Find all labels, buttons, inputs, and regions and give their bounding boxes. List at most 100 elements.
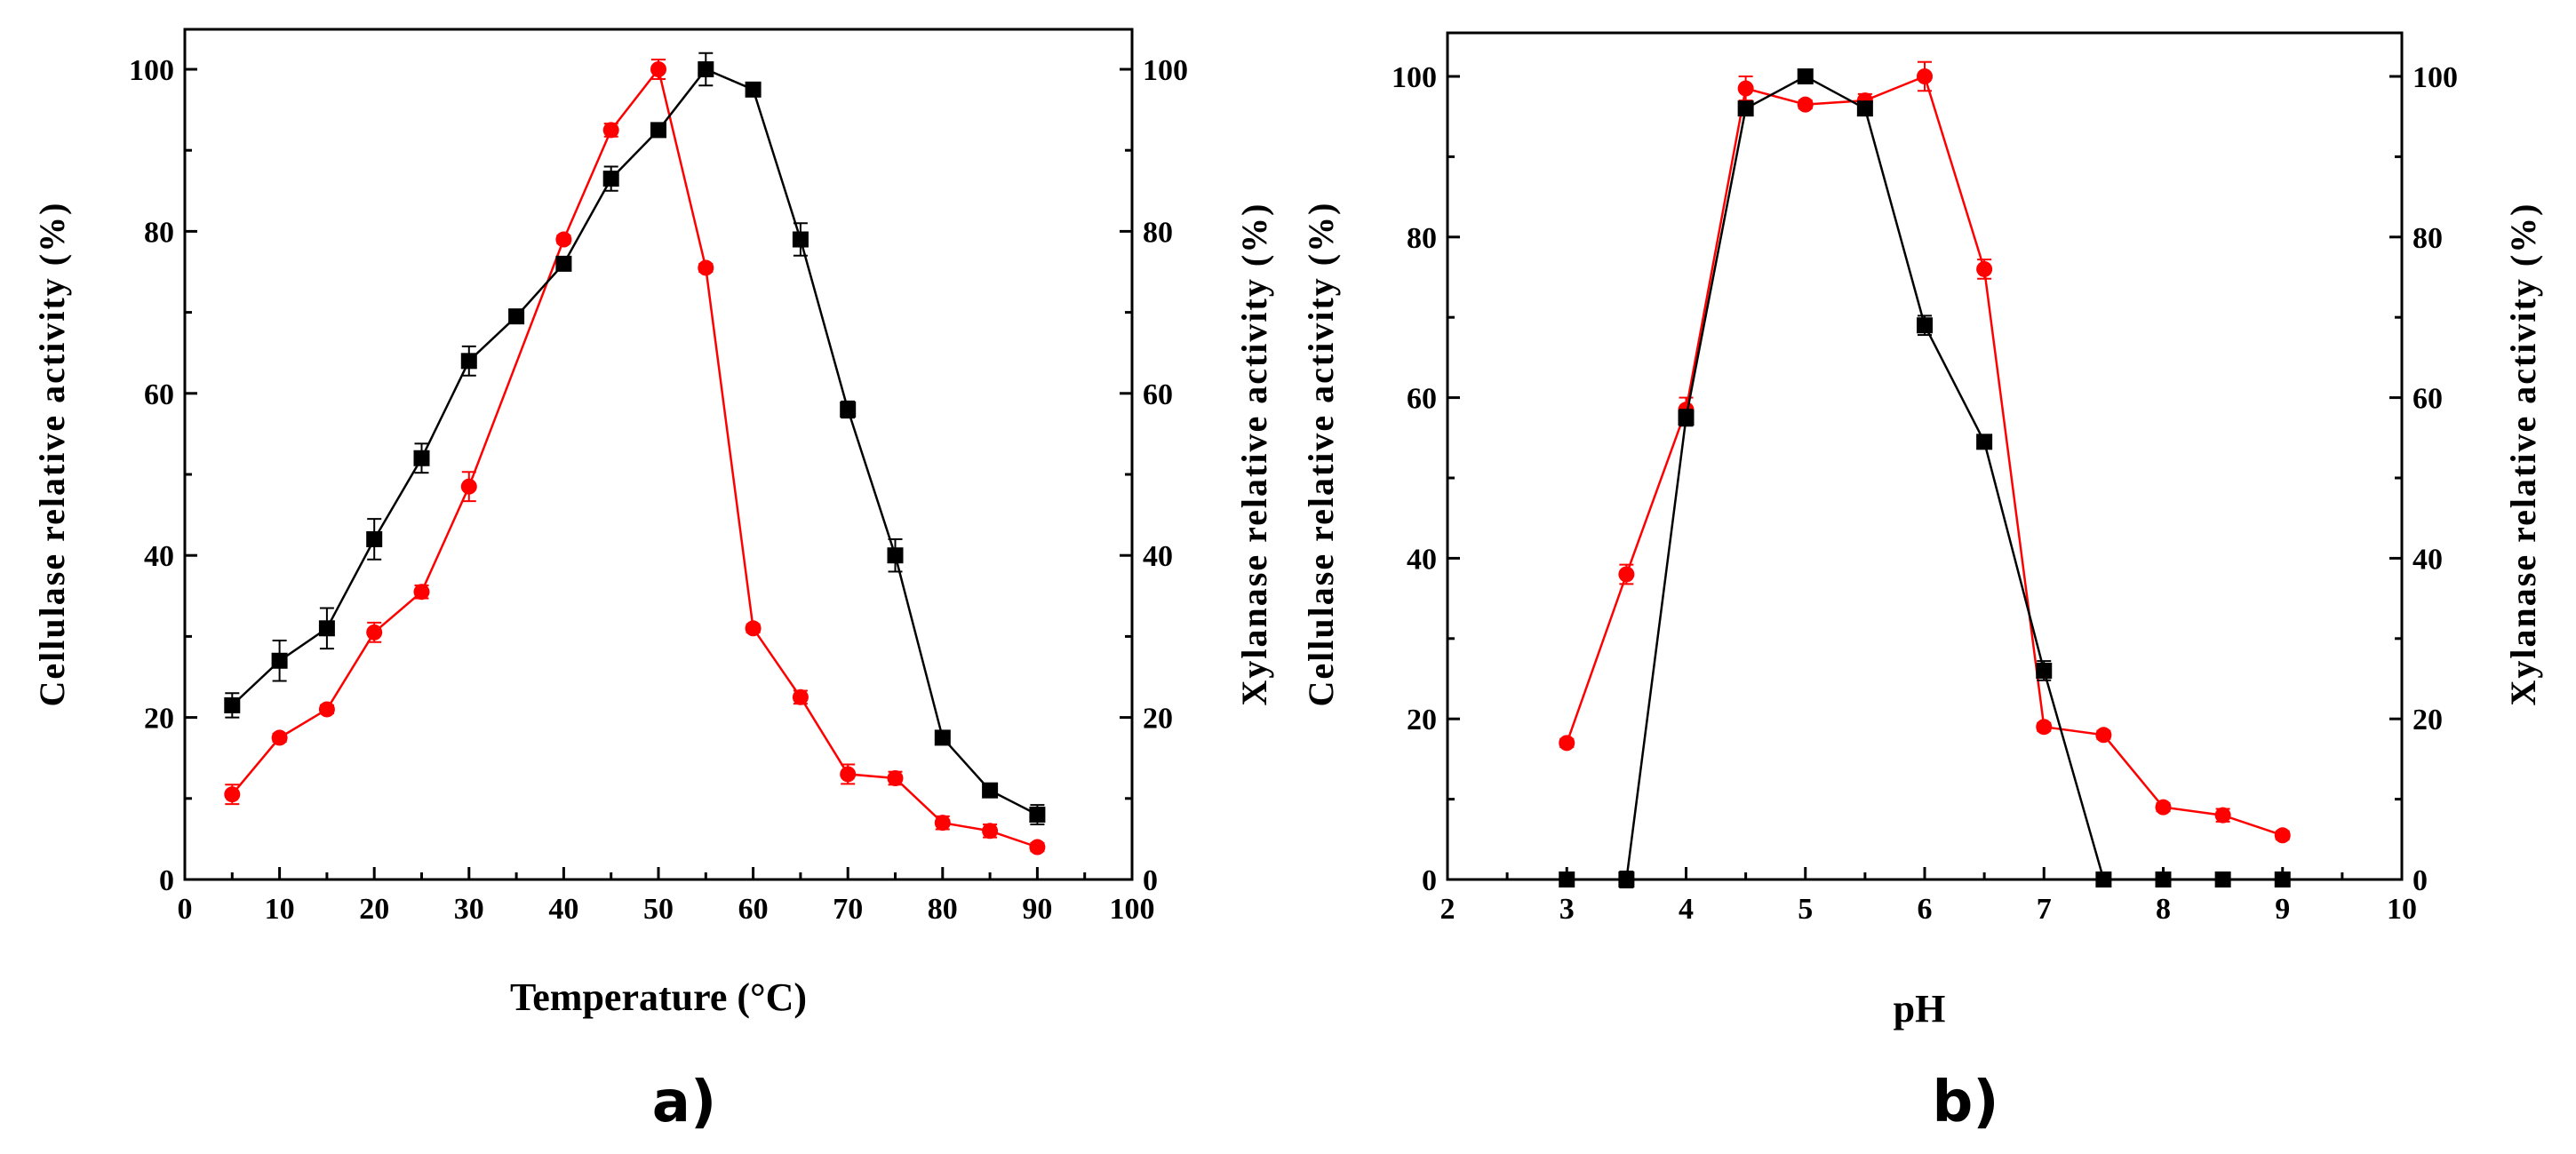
panel-a-cellulase-point <box>602 171 619 187</box>
x-tick-label: 2 <box>1440 893 1455 926</box>
y-right-tick-label: 0 <box>1143 864 1158 897</box>
y-left-tick-label: 60 <box>1407 383 1437 416</box>
y-right-tick-label: 20 <box>2413 704 2443 736</box>
x-tick-label: 50 <box>643 893 674 926</box>
panel-a-xylanase-point <box>555 231 572 248</box>
panel-b-cellulase-point <box>1678 410 1695 426</box>
y-right-tick-label: 20 <box>1143 703 1173 736</box>
y-right-tick-label: 80 <box>1143 216 1173 249</box>
x-tick-label: 7 <box>2037 893 2052 926</box>
panel-a-xylanase-point <box>840 766 857 783</box>
panel-a-cellulase-point <box>460 353 477 370</box>
x-tick-label: 60 <box>738 893 769 926</box>
x-tick-label: 40 <box>548 893 578 926</box>
panel-a-xylanase-point <box>650 61 666 77</box>
y-right-tick-label: 40 <box>2413 543 2443 576</box>
panel-a-xylanase-line <box>231 67 1038 848</box>
x-tick-label: 70 <box>833 893 863 926</box>
panel-b-xylanase-point <box>1559 735 1575 752</box>
panel-b-cellulase-point <box>2274 871 2291 887</box>
panel-a-xylanase-point <box>1029 839 1046 856</box>
x-tick-label: 10 <box>2387 893 2417 926</box>
panel-a-cellulase-point <box>318 620 335 637</box>
panel-a-xylanase-point <box>271 729 288 746</box>
panel-a-xylanase-point <box>318 701 335 718</box>
panel-b-cellulase-point <box>1618 871 1635 887</box>
panel-a-y-left-title: Cellulase relative activity (%) <box>32 202 72 707</box>
panel-a-xylanase-point <box>982 823 999 840</box>
panel-b-cellulase-point <box>2214 871 2231 887</box>
panel-a-ticks <box>183 68 1134 881</box>
x-tick-label: 4 <box>1679 893 1694 926</box>
panel-a-cellulase-point <box>555 255 572 272</box>
y-left-tick-label: 60 <box>144 378 174 411</box>
panel-b-xylanase-point <box>2214 807 2231 824</box>
panel-b-xylanase-point <box>2036 719 2053 736</box>
y-right-tick-label: 60 <box>1143 378 1173 411</box>
panel-b-xylanase-point <box>1737 80 1754 97</box>
panel-b-xylanase-point <box>1917 68 1933 84</box>
x-tick-label: 30 <box>454 893 484 926</box>
x-tick-label: 80 <box>928 893 958 926</box>
panel-b-cellulase-point <box>1856 100 1873 117</box>
panel-b-y-right-title: Xylanase relative activity (%) <box>2503 203 2543 706</box>
panel-b-cellulase-point <box>1917 317 1933 334</box>
x-tick-label: 5 <box>1798 893 1813 926</box>
panel-b-cellulase-point <box>1797 68 1814 84</box>
panel-a-cellulase-series <box>224 52 1046 825</box>
x-tick-label: 9 <box>2275 893 2290 926</box>
panel-b-xylanase-point <box>2274 827 2291 844</box>
y-right-tick-label: 100 <box>1143 54 1188 87</box>
panel-b-xylanase-point <box>1618 566 1635 583</box>
panel-a-cellulase-point <box>271 652 288 669</box>
x-tick-label: 20 <box>359 893 389 926</box>
panel-a-xylanase-point <box>602 122 619 139</box>
panel-a-xylanase-point <box>224 786 241 803</box>
y-left-tick-label: 80 <box>144 216 174 249</box>
panel-b-cellulase-point <box>2155 871 2172 887</box>
panel-b-cellulase-point <box>2095 871 2112 887</box>
y-right-tick-label: 60 <box>2413 383 2443 416</box>
x-tick-label: 100 <box>1110 893 1155 926</box>
panel-a-cellulase-point <box>1029 807 1046 824</box>
panel-a-y-right-title: Xylanase relative activity (%) <box>1234 203 1274 706</box>
panel-a-xylanase-point <box>460 478 477 495</box>
x-tick-label: 3 <box>1559 893 1575 926</box>
panel-a-xylanase-point <box>698 259 714 276</box>
panel-a-cellulase-point <box>413 450 430 466</box>
y-left-tick-label: 20 <box>144 703 174 736</box>
y-left-tick-label: 80 <box>1407 222 1437 255</box>
panel-a-xylanase-point <box>745 620 762 637</box>
y-right-tick-label: 40 <box>1143 540 1173 573</box>
panel-a-cellulase-point <box>698 61 714 77</box>
panel-a-cellulase-point <box>840 402 857 418</box>
panel-a-cellulase-point <box>934 729 951 746</box>
panel-b-xylanase-point <box>1797 96 1814 113</box>
panel-a-xylanase-point <box>887 770 904 786</box>
panel-a-xylanase-point <box>934 815 951 832</box>
panel-b-xylanase-line <box>1566 75 2284 837</box>
panel-a-xylanase-point <box>792 688 809 705</box>
panel-b-y-left-title: Cellulase relative activity (%) <box>1301 202 1341 707</box>
panel-a-cellulase-point <box>508 308 525 325</box>
panel-b-cellulase-point <box>1976 434 1993 450</box>
panel-a-cellulase-point <box>792 231 809 248</box>
panel-a-xylanase-point <box>413 584 430 601</box>
panel-a-cellulase-point <box>366 530 383 547</box>
panel-b-xylanase-series <box>1559 60 2291 844</box>
panel-b-cellulase-point <box>2036 662 2053 679</box>
y-left-tick-label: 20 <box>1407 704 1437 736</box>
panel-a-cellulase-point <box>224 696 241 713</box>
panel-b-cellulase-point <box>1737 100 1754 117</box>
x-tick-label: 8 <box>2156 893 2171 926</box>
panel-b-xylanase-point <box>2095 727 2112 744</box>
x-tick-label: 90 <box>1022 893 1052 926</box>
panel-b-xylanase-point <box>1976 260 1993 277</box>
panel-b-label: b) <box>1932 1070 1998 1135</box>
panel-b-x-title: pH <box>1894 987 1946 1031</box>
x-tick-label: 10 <box>265 893 295 926</box>
